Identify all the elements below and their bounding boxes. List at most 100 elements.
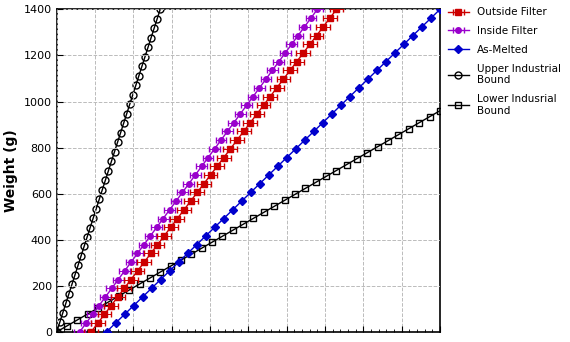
Lower Indusrial
Bound [405, 127, 412, 131]
As-Melted [157, 277, 164, 281]
Lower Indusrial
Bound [260, 210, 267, 214]
Lower Indusrial
Bound [291, 192, 298, 196]
Lower Indusrial
Bound [271, 204, 278, 208]
Upper Industrial
Bound [75, 263, 82, 267]
Upper Industrial
Bound [129, 93, 136, 97]
Lower Indusrial
Bound [105, 300, 112, 304]
Lower Indusrial
Bound [219, 234, 226, 238]
Upper Industrial
Bound [59, 311, 66, 315]
Upper Industrial
Bound [84, 235, 91, 239]
Upper Industrial
Bound [157, 8, 164, 12]
As-Melted [437, 8, 443, 12]
As-Melted [166, 269, 173, 273]
As-Melted [409, 34, 416, 38]
Upper Industrial
Bound [87, 225, 93, 229]
Upper Industrial
Bound [68, 282, 75, 287]
Lower Indusrial
Bound [364, 150, 371, 155]
Upper Industrial
Bound [139, 64, 145, 68]
As-Melted [175, 260, 182, 264]
Upper Industrial
Bound [78, 254, 84, 258]
As-Melted [103, 330, 110, 334]
Lower Indusrial
Bound [240, 222, 247, 226]
As-Melted [265, 173, 272, 177]
Line: Upper Industrial
Bound: Upper Industrial Bound [53, 6, 164, 335]
Lower Indusrial
Bound [353, 157, 360, 161]
Lower Indusrial
Bound [385, 139, 392, 143]
Lower Indusrial
Bound [84, 312, 91, 316]
Upper Industrial
Bound [105, 169, 112, 173]
As-Melted [274, 164, 281, 168]
Lower Indusrial
Bound [74, 318, 81, 322]
As-Melted [347, 94, 353, 98]
Upper Industrial
Bound [56, 320, 63, 325]
Lower Indusrial
Bound [198, 246, 205, 250]
As-Melted [130, 304, 137, 308]
Upper Industrial
Bound [72, 273, 79, 277]
Upper Industrial
Bound [148, 36, 154, 40]
As-Melted [229, 208, 236, 212]
As-Melted [121, 312, 128, 316]
Lower Indusrial
Bound [116, 294, 123, 298]
Y-axis label: Weight (g): Weight (g) [4, 129, 18, 212]
As-Melted [328, 112, 335, 116]
Lower Indusrial
Bound [136, 282, 143, 286]
Upper Industrial
Bound [114, 140, 121, 144]
As-Melted [139, 295, 146, 299]
Upper Industrial
Bound [123, 112, 130, 116]
As-Melted [202, 234, 209, 238]
As-Melted [428, 16, 434, 20]
As-Melted [184, 251, 191, 255]
Lower Indusrial
Bound [333, 169, 340, 173]
Upper Industrial
Bound [81, 245, 88, 249]
As-Melted [392, 51, 398, 55]
Lower Indusrial
Bound [426, 115, 433, 119]
As-Melted [401, 42, 408, 46]
As-Melted [292, 147, 299, 151]
Lower Indusrial
Bound [374, 145, 381, 149]
Lower Indusrial
Bound [416, 121, 422, 125]
Legend: Outside Filter, Inside Filter, As-Melted, Upper Industrial
Bound, Lower Indusria: Outside Filter, Inside Filter, As-Melted… [444, 3, 565, 120]
As-Melted [364, 77, 371, 81]
Lower Indusrial
Bound [250, 216, 257, 220]
Upper Industrial
Bound [154, 17, 161, 21]
As-Melted [211, 225, 218, 229]
As-Melted [256, 182, 263, 186]
Upper Industrial
Bound [90, 216, 97, 220]
Lower Indusrial
Bound [302, 186, 309, 190]
Lower Indusrial
Bound [178, 258, 185, 262]
As-Melted [356, 86, 363, 90]
Upper Industrial
Bound [136, 74, 142, 78]
Upper Industrial
Bound [117, 131, 124, 135]
As-Melted [302, 138, 308, 142]
As-Melted [382, 60, 389, 64]
Lower Indusrial
Bound [167, 264, 174, 268]
Upper Industrial
Bound [120, 121, 127, 125]
Upper Industrial
Bound [93, 207, 100, 211]
Upper Industrial
Bound [66, 292, 72, 296]
Lower Indusrial
Bound [229, 228, 236, 232]
As-Melted [148, 286, 155, 290]
As-Melted [319, 121, 326, 125]
As-Melted [283, 156, 290, 160]
Lower Indusrial
Bound [343, 162, 350, 167]
Upper Industrial
Bound [96, 197, 103, 201]
Upper Industrial
Bound [145, 45, 152, 49]
Lower Indusrial
Bound [437, 109, 443, 113]
Lower Indusrial
Bound [323, 174, 329, 179]
Upper Industrial
Bound [111, 149, 118, 154]
Lower Indusrial
Bound [281, 198, 288, 202]
As-Melted [337, 103, 344, 107]
Upper Industrial
Bound [132, 83, 139, 87]
Lower Indusrial
Bound [126, 288, 133, 292]
Upper Industrial
Bound [53, 330, 60, 334]
As-Melted [373, 68, 380, 73]
Lower Indusrial
Bound [312, 181, 319, 185]
Lower Indusrial
Bound [188, 252, 195, 256]
As-Melted [193, 242, 200, 247]
As-Melted [220, 216, 227, 221]
As-Melted [247, 190, 254, 195]
Line: Lower Indusrial
Bound: Lower Indusrial Bound [53, 107, 443, 335]
As-Melted [418, 25, 425, 29]
Upper Industrial
Bound [102, 178, 109, 182]
As-Melted [112, 321, 119, 325]
